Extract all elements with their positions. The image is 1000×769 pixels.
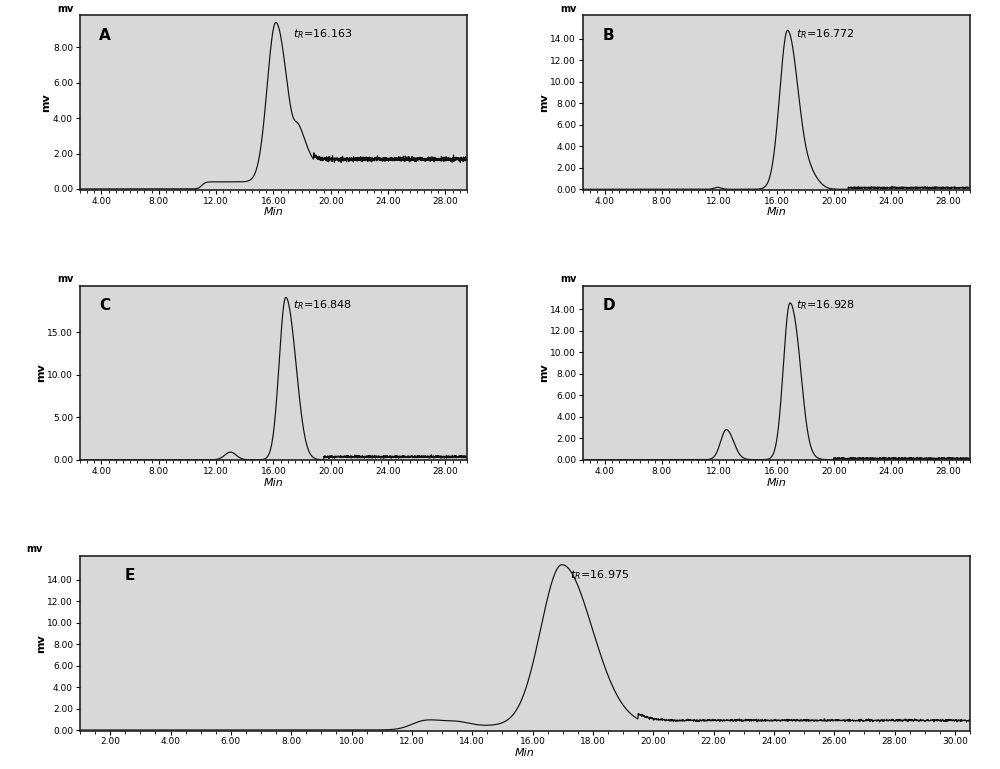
Text: mv: mv: [560, 4, 576, 14]
Text: $t_{R}$=16.975: $t_{R}$=16.975: [570, 568, 629, 582]
Text: $t_{R}$=16.848: $t_{R}$=16.848: [293, 298, 352, 311]
Y-axis label: mv: mv: [539, 93, 549, 112]
Text: E: E: [124, 568, 135, 584]
X-axis label: Min: Min: [515, 748, 535, 758]
Text: C: C: [99, 298, 110, 313]
Y-axis label: mv: mv: [36, 634, 46, 653]
Text: D: D: [602, 298, 615, 313]
X-axis label: Min: Min: [767, 478, 786, 488]
Text: mv: mv: [27, 544, 43, 554]
X-axis label: Min: Min: [264, 207, 283, 217]
Y-axis label: mv: mv: [539, 364, 549, 382]
Text: mv: mv: [560, 274, 576, 284]
X-axis label: Min: Min: [767, 207, 786, 217]
Text: B: B: [602, 28, 614, 42]
Text: $t_{R}$=16.772: $t_{R}$=16.772: [796, 28, 854, 42]
Text: mv: mv: [57, 274, 73, 284]
Text: mv: mv: [57, 4, 73, 14]
Text: $t_{R}$=16.928: $t_{R}$=16.928: [796, 298, 855, 311]
X-axis label: Min: Min: [264, 478, 283, 488]
Text: $t_{R}$=16.163: $t_{R}$=16.163: [293, 28, 352, 42]
Y-axis label: mv: mv: [36, 364, 46, 382]
Y-axis label: mv: mv: [42, 93, 52, 112]
Text: A: A: [99, 28, 111, 42]
